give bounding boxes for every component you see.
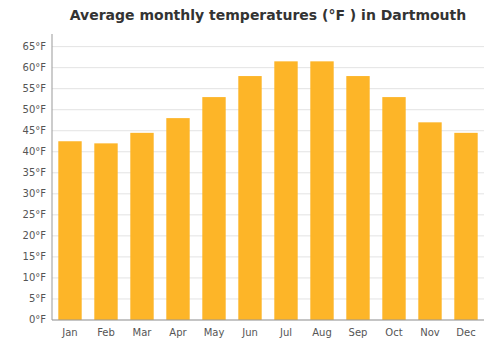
bar: [202, 97, 225, 320]
x-tick-label: Apr: [169, 327, 187, 338]
grid: [52, 47, 484, 320]
bar: [238, 76, 261, 320]
bar: [130, 133, 153, 320]
grid-line: [52, 320, 484, 321]
y-tick-label: 30°F: [23, 188, 47, 199]
grid-line: [52, 88, 484, 89]
y-tick-label: 0°F: [29, 314, 46, 325]
x-tick-label: Jun: [241, 327, 258, 338]
chart-container: Average monthly temperatures (°F ) in Da…: [0, 0, 500, 350]
x-tick-label: Feb: [97, 327, 115, 338]
y-tick-label: 40°F: [23, 146, 47, 157]
x-tick-label: Aug: [312, 327, 332, 338]
x-tick-label: Dec: [456, 327, 475, 338]
y-tick-label: 20°F: [23, 230, 47, 241]
y-tick-label: 60°F: [23, 62, 47, 73]
y-tick-label: 45°F: [23, 125, 47, 136]
x-tick-label: Nov: [420, 327, 440, 338]
grid-line: [52, 109, 484, 110]
bar: [418, 122, 441, 320]
bars: [58, 61, 477, 320]
y-axis-line: [52, 34, 53, 320]
bar: [166, 118, 189, 320]
y-tick-label: 65°F: [23, 41, 47, 52]
grid-line: [52, 67, 484, 68]
y-tick-label: 35°F: [23, 167, 47, 178]
y-tick-label: 25°F: [23, 209, 47, 220]
y-tick-label: 55°F: [23, 83, 47, 94]
bar: [310, 61, 333, 320]
x-tick-label: Sep: [349, 327, 368, 338]
y-axis: 0°F 5°F 10°F 15°F 20°F 25°F 30°F 35°F 40°F 45°F 50…: [23, 41, 47, 325]
y-tick-label: 50°F: [23, 104, 47, 115]
bar: [58, 141, 81, 320]
x-tick-label: Mar: [133, 327, 153, 338]
bar: [94, 143, 117, 320]
x-tick-label: Oct: [385, 327, 402, 338]
bar: [382, 97, 405, 320]
x-tick-label: May: [204, 327, 225, 338]
x-axis: Jan Feb Mar Apr May Jun Jul Aug Sep Oct Nov Dec: [61, 327, 475, 338]
x-tick-label: Jan: [61, 327, 77, 338]
x-tick-label: Jul: [279, 327, 292, 338]
title: Average monthly temperatures (°F ) in Da…: [70, 7, 466, 23]
y-tick-label: 10°F: [23, 272, 47, 283]
bar: [346, 76, 369, 320]
grid-line: [52, 46, 484, 47]
chart: Average monthly temperatures (°F ) in Da…: [0, 0, 500, 350]
bar: [274, 61, 297, 320]
x-axis-line: [52, 320, 484, 321]
y-tick-label: 5°F: [29, 293, 46, 304]
bar: [454, 133, 477, 320]
y-tick-label: 15°F: [23, 251, 47, 262]
